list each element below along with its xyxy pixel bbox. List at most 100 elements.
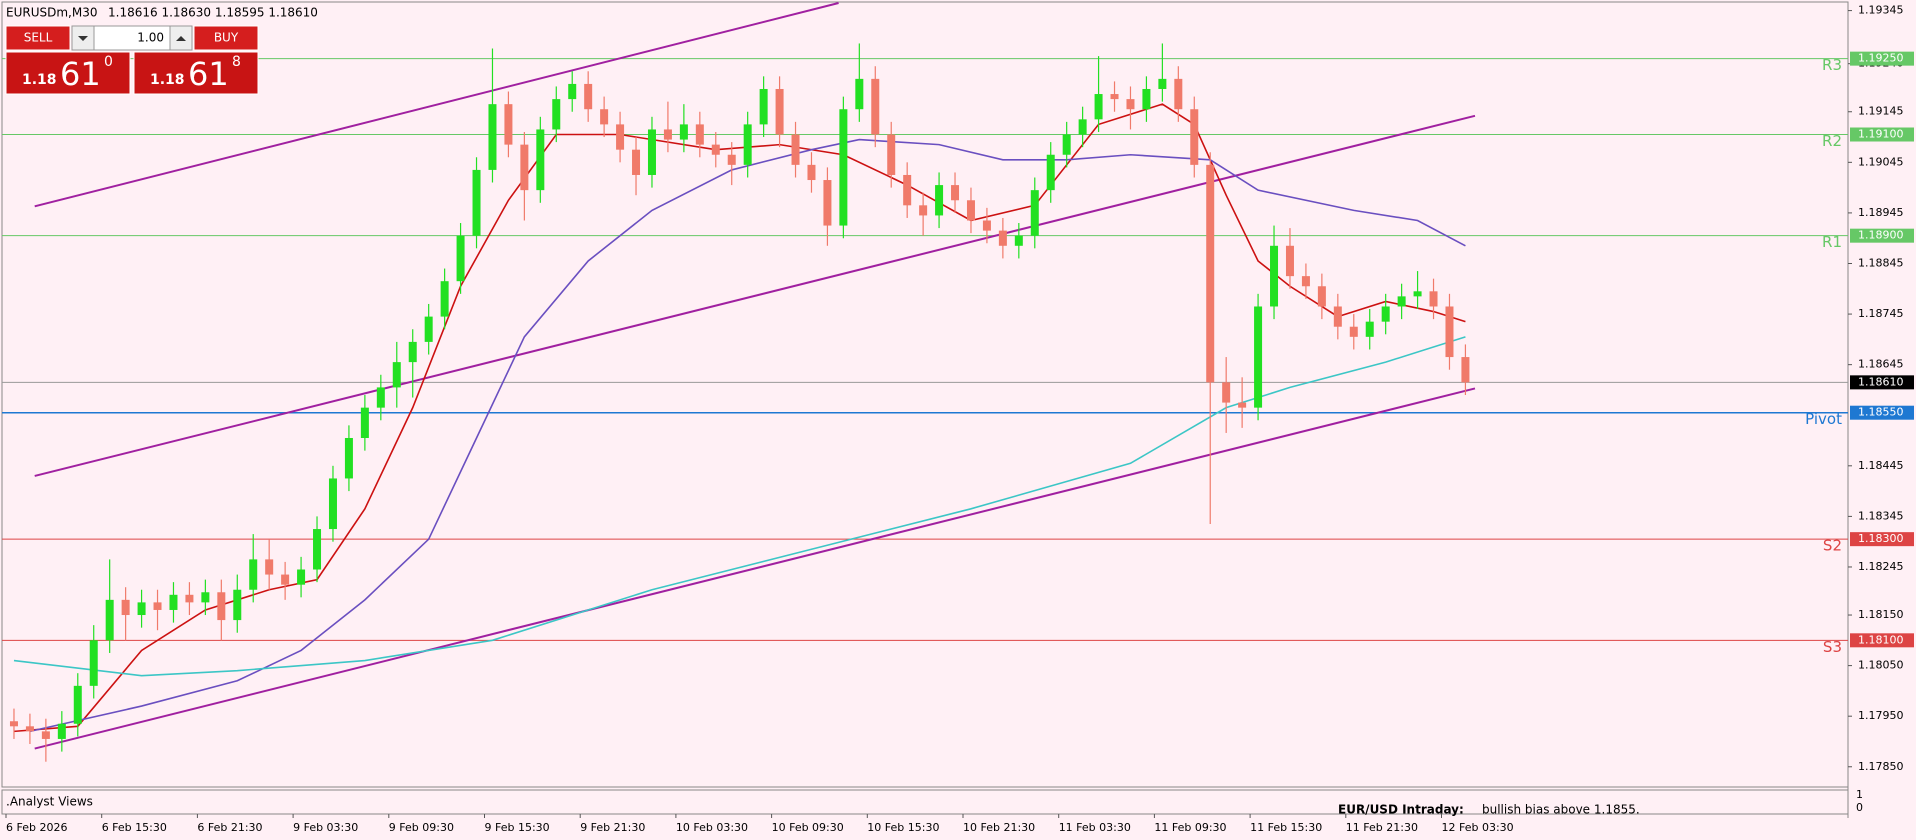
- candle-body: [616, 124, 625, 150]
- note-label: EUR/USD Intraday:: [1338, 803, 1464, 817]
- y-tick-label: 1.17850: [1858, 760, 1904, 773]
- candle-body: [456, 235, 465, 282]
- x-tick-label: 10 Feb 21:30: [963, 821, 1035, 834]
- candle-body: [41, 731, 50, 739]
- y-tick-label: 1.18845: [1858, 256, 1904, 269]
- subwindow-title: .Analyst Views: [6, 795, 93, 809]
- candle-body: [1349, 326, 1358, 337]
- x-tick-label: 6 Feb 2026: [6, 821, 67, 834]
- candle-body: [807, 164, 816, 181]
- candle-body: [408, 341, 417, 363]
- candle-body: [313, 529, 322, 570]
- level-label: 1.19100: [1858, 128, 1904, 141]
- x-tick-label: 11 Feb 09:30: [1154, 821, 1226, 834]
- candle-body: [679, 124, 688, 140]
- candle-body: [1030, 190, 1039, 236]
- candle-body: [1317, 286, 1326, 307]
- candle-body: [249, 559, 258, 590]
- sell-button[interactable]: [5, 25, 71, 51]
- candle-body: [695, 124, 704, 145]
- candle-body: [982, 220, 991, 231]
- candle-body: [376, 387, 385, 408]
- candle-body: [9, 721, 18, 727]
- candle-body: [1142, 88, 1151, 110]
- x-tick-label: 9 Feb 09:30: [389, 821, 454, 834]
- candle-body: [105, 599, 114, 641]
- level-label: 1.19250: [1858, 52, 1904, 65]
- candle-body: [998, 230, 1007, 246]
- sell-price-box[interactable]: [5, 51, 131, 95]
- candle-body: [1206, 164, 1215, 383]
- y-tick-label: 1.17950: [1858, 709, 1904, 722]
- candle-body: [775, 88, 784, 135]
- candle-body: [903, 174, 912, 206]
- symbol: EURUSDm,M30: [6, 6, 97, 20]
- y-tick-label: 1.18945: [1858, 206, 1904, 219]
- buy-button[interactable]: [193, 25, 259, 51]
- candle-body: [328, 478, 337, 530]
- level-label: 1.18900: [1858, 229, 1904, 242]
- candle-body: [1238, 402, 1247, 408]
- candle-body: [217, 592, 226, 621]
- buy-price-box[interactable]: [133, 51, 259, 95]
- sell-big: 1.18: [22, 72, 57, 88]
- candle-body: [25, 726, 34, 732]
- y-tick-label: 1.18745: [1858, 307, 1904, 320]
- candle-body: [1461, 357, 1470, 383]
- candle-body: [297, 569, 306, 585]
- y-tick-label: 1.19145: [1858, 105, 1904, 118]
- candle-body: [919, 205, 928, 216]
- candle-body: [440, 281, 449, 317]
- candle-body: [1126, 99, 1135, 110]
- candle-body: [520, 144, 529, 191]
- trend-line: [34, 2, 839, 208]
- candle-body: [759, 88, 768, 125]
- candle-body: [57, 723, 66, 739]
- level-box: [1850, 532, 1914, 547]
- level-label: 1.18550: [1858, 406, 1904, 419]
- candle-body: [1301, 276, 1310, 287]
- candle-body: [1429, 291, 1438, 307]
- candle-body: [600, 109, 609, 125]
- candle-body: [935, 185, 944, 216]
- candle-body: [1270, 245, 1279, 307]
- buy-pips: 61: [188, 55, 229, 93]
- candle-body: [185, 594, 194, 603]
- buy-big: 1.18: [150, 72, 185, 88]
- candle-body: [1397, 296, 1406, 307]
- x-tick-label: 11 Feb 21:30: [1346, 821, 1418, 834]
- sell-label: SELL: [24, 31, 53, 45]
- candle-body: [1174, 78, 1183, 110]
- subwindow-tick: 1: [1856, 788, 1863, 801]
- candle-body: [488, 104, 497, 170]
- candle-body: [121, 599, 130, 616]
- candle-body: [344, 437, 353, 479]
- level-label: 1.18100: [1858, 633, 1904, 646]
- candle-body: [153, 602, 162, 610]
- candle-body: [632, 149, 641, 175]
- candle-body: [1285, 245, 1294, 277]
- ohlc: 1.18616 1.18630 1.18595 1.18610: [108, 6, 318, 20]
- x-tick-label: 10 Feb 15:30: [867, 821, 939, 834]
- candle-body: [1381, 306, 1390, 322]
- x-tick-label: 10 Feb 03:30: [676, 821, 748, 834]
- candle-body: [392, 362, 401, 388]
- level-label: 1.18610: [1858, 375, 1904, 388]
- candle-body: [711, 144, 720, 155]
- candle-body: [424, 316, 433, 342]
- x-tick-label: 6 Feb 15:30: [102, 821, 167, 834]
- candle-body: [1365, 321, 1374, 337]
- candle-body: [552, 99, 561, 130]
- candle-body: [1110, 94, 1119, 100]
- candle-body: [201, 592, 210, 603]
- level-box: [1850, 633, 1914, 648]
- candle-body: [1094, 94, 1103, 120]
- trend-line: [34, 387, 1476, 750]
- lot-input[interactable]: [93, 25, 171, 51]
- level-label: 1.18300: [1858, 532, 1904, 545]
- candle-body: [73, 685, 82, 724]
- x-tick-label: 9 Feb 03:30: [293, 821, 358, 834]
- candle-body: [504, 104, 513, 145]
